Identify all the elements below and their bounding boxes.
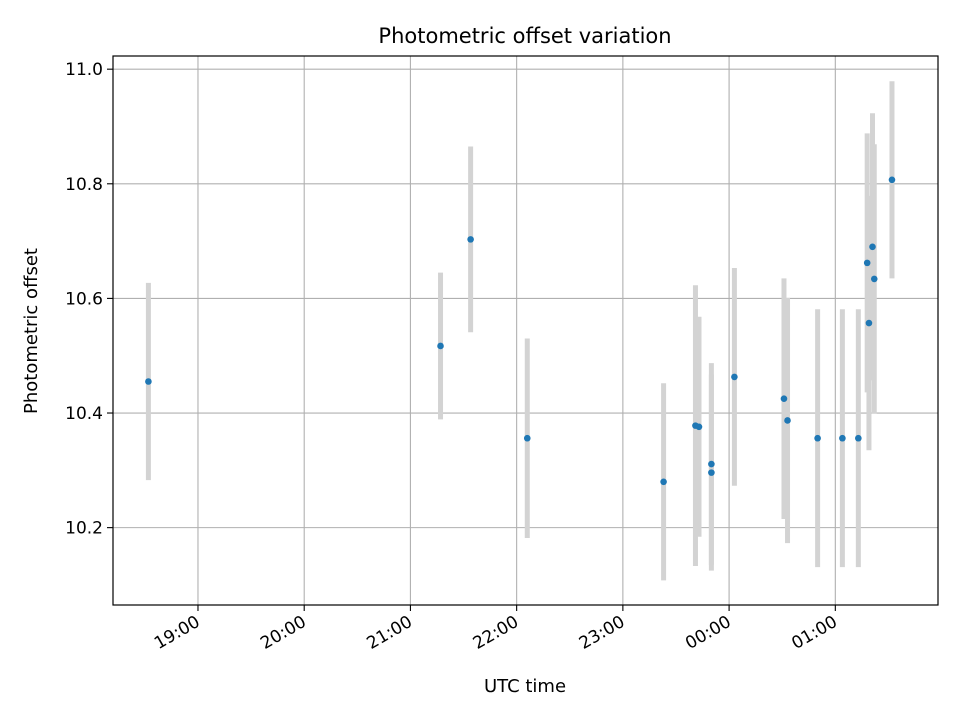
y-tick-label: 11.0: [65, 60, 103, 80]
chart-title: Photometric offset variation: [378, 24, 671, 48]
data-point: [814, 434, 821, 442]
data-point: [708, 469, 715, 476]
x-tick-label: 22:00: [470, 612, 522, 654]
y-axis: 10.2 10.4 10.6 10.8 11.0: [65, 60, 113, 539]
data-point: [839, 434, 846, 442]
x-tick-label: 23:00: [576, 612, 628, 654]
data-point: [437, 342, 444, 350]
x-tick-label: 21:00: [363, 612, 415, 654]
x-axis-label: UTC time: [484, 676, 566, 697]
data-point: [708, 460, 715, 468]
data-point: [467, 236, 474, 243]
x-tick-label: 20:00: [257, 612, 309, 654]
data-point: [695, 423, 703, 431]
data-points: [145, 176, 896, 486]
x-tick-label: 19:00: [151, 612, 203, 654]
data-point: [780, 395, 788, 402]
plot-frame: [112, 55, 939, 606]
x-tick-label: 00:00: [682, 612, 734, 654]
data-point: [855, 434, 862, 442]
data-point: [870, 275, 878, 283]
data-point: [865, 319, 873, 327]
data-point: [784, 417, 791, 424]
data-point: [145, 378, 152, 385]
data-point: [660, 478, 667, 486]
data-point: [869, 243, 876, 251]
x-tick-label: 01:00: [788, 612, 840, 654]
error-bars: [145, 81, 895, 581]
y-tick-label: 10.8: [65, 175, 103, 195]
data-point: [523, 434, 531, 442]
x-axis: 19:00 20:00 21:00 22:00 23:00 00:00 01:00: [151, 605, 841, 654]
data-point: [863, 259, 871, 267]
data-point: [888, 176, 896, 184]
data-point: [731, 373, 738, 381]
y-tick-label: 10.6: [65, 289, 103, 309]
y-tick-label: 10.4: [65, 404, 103, 424]
y-axis-label: Photometric offset: [21, 248, 42, 414]
y-tick-label: 10.2: [65, 519, 103, 539]
